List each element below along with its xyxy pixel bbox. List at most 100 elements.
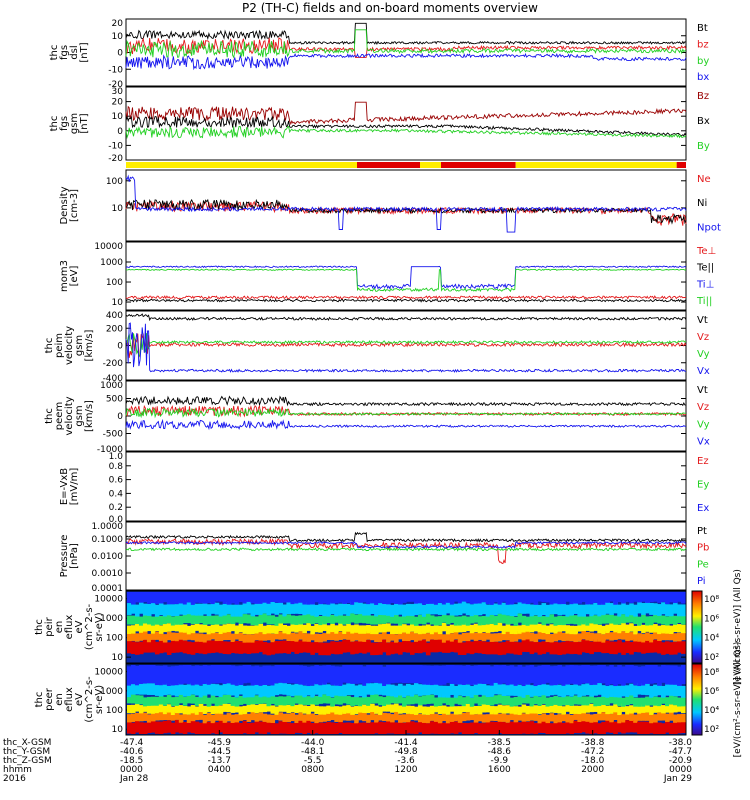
spectrogram-cell [282,614,288,624]
spectrogram-cell [170,683,176,696]
spectrogram-cell [274,723,280,734]
legend-entry: Vx [697,437,710,448]
spectrogram-cell [617,706,622,716]
spectrogram-cell [254,695,260,705]
spectrogram-cell [366,614,371,624]
spectrogram-cell [449,603,455,616]
y-axis-label: peim [54,333,65,358]
spectrogram-cell [358,633,363,642]
spectrogram-cell [629,641,634,655]
spectrogram-cell [645,665,650,684]
spectrogram-cell [621,721,626,734]
spectrogram-cell [585,632,590,641]
spectrogram-cell [198,694,204,704]
spectrogram-cell [127,704,132,714]
spectrogram-cell [513,721,519,734]
spectrogram-cell [425,723,431,734]
y-tick-label: 1000 [100,381,123,391]
spectrogram-cell [413,624,419,634]
spectrogram-cell [601,614,606,624]
spectrogram-cell [449,613,455,623]
spectrogram-cell [354,685,359,698]
spectrogram-cell [573,625,578,635]
spectrogram-cell [445,665,451,683]
spectrogram-cell [226,614,232,624]
spectrogram-cell [398,630,403,640]
spectrogram-cell [573,711,578,720]
spectrogram-cell [437,592,443,603]
spectrogram-cell [465,622,471,632]
spectrogram-cell [637,721,642,734]
spectrogram-cell [274,625,280,634]
spectrogram-cell [286,592,292,603]
spectrogram-cell [457,592,463,604]
series-line-By [125,125,687,140]
spectrogram-cell [374,625,379,635]
spectrogram-cell [166,592,172,605]
spectrogram-cell [629,613,634,623]
series-line-bz [126,37,687,58]
y-tick-label: 0.0100 [92,552,124,562]
spectrogram-cell [413,633,419,642]
spectrogram-cell [501,684,507,696]
spectrogram-cell [298,695,303,705]
spectrogram-cell [390,614,395,624]
spectrogram-cell [194,721,200,734]
x-tick-label: 2000 [581,765,604,775]
spectrogram-cell [274,683,280,696]
spectrogram-cell [649,602,654,615]
spectrogram-cell [545,614,551,624]
spectrogram-cell [621,622,626,632]
spectrogram-cell [441,685,447,698]
spectrogram-cell [433,602,439,615]
spectrogram-cell [278,640,284,654]
spectrogram-cell [641,704,646,713]
spectrogram-cell [437,714,443,724]
spectrogram-cell [182,665,188,684]
spectrogram-cell [605,601,610,614]
spectrogram-cell [673,704,678,713]
spectrogram-cell [302,633,307,642]
spectrogram-cell [246,614,252,624]
spectrogram-cell [437,705,443,715]
spectrogram-cell [561,641,567,655]
spectrogram-cell [445,601,451,614]
spectrogram-cell [334,641,339,655]
spectrogram-cell [374,682,379,695]
spectrogram-cell [437,603,443,615]
spectrogram-cell [378,706,383,715]
spectrogram-cell [409,642,415,655]
spectrogram-cell [270,601,276,614]
spectrogram-cell [146,633,152,643]
spectrogram-cell [222,703,228,712]
spectrogram-cell [429,592,435,604]
spectrogram-cell [433,631,439,640]
spectrogram-cell [134,682,140,695]
spectrogram-cell [629,695,634,705]
spectrogram-cell [246,592,252,602]
spectrogram-cell [302,721,307,734]
spectrogram-cell [589,694,594,704]
spectrogram-cell [517,706,523,715]
spectrogram-cell [378,603,383,616]
spectrogram-cell [226,694,232,704]
spectrogram-cell [497,613,503,623]
spectrogram-cell [150,720,156,733]
spectrogram-cell [354,602,359,615]
colorbar-title: [eV/(cm²-s-sr-eV)] (All Qs) [733,569,743,685]
spectrogram-cell [370,694,375,704]
spectrogram-cell [230,714,236,723]
series-line-Vz [125,333,687,359]
spectrogram-cell [469,624,475,634]
spectrogram-cell [597,604,602,617]
spectrogram-cell [529,615,535,625]
spectrogram-cell [541,592,547,603]
spectrogram-cell [290,639,295,652]
spectrogram-cell [306,712,311,721]
spectrogram-cell [138,722,144,734]
spectrogram-cell [553,722,559,734]
spectrogram-cell [127,603,132,615]
spectrogram-cell [525,705,531,715]
spectrogram-cell [633,697,638,707]
